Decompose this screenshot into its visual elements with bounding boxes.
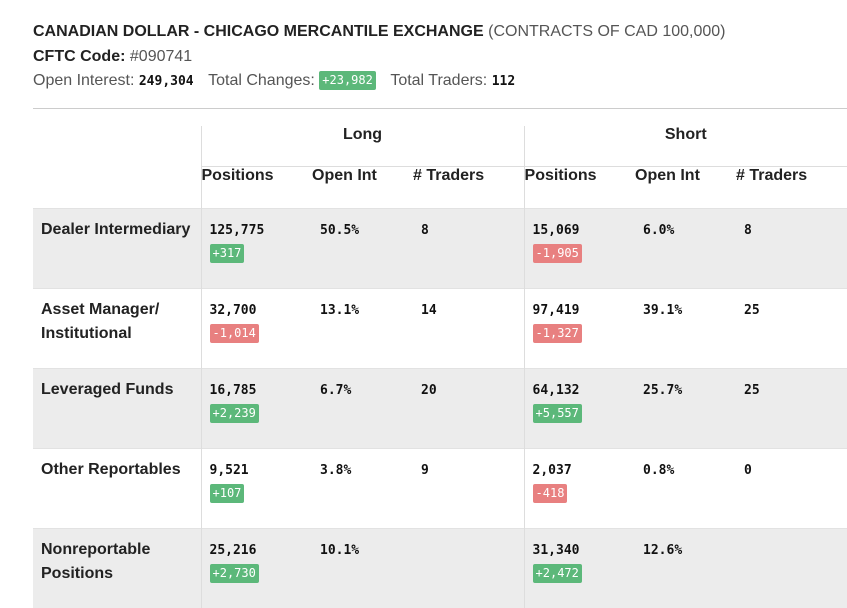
summary-stats: Open Interest: 249,304 Total Changes: +2… xyxy=(33,70,515,93)
long-traders: 20 xyxy=(413,369,524,449)
long-open-int: 3.8% xyxy=(312,449,413,529)
short-open-int: 12.6% xyxy=(635,529,736,608)
long-positions: 25,216 xyxy=(210,543,313,558)
short-traders xyxy=(736,529,847,608)
short-positions-cell: 15,069 -1,905 xyxy=(524,209,635,289)
long-change-badge: +2,730 xyxy=(210,564,259,583)
long-positions: 9,521 xyxy=(210,463,313,478)
long-positions: 125,775 xyxy=(210,223,313,238)
short-positions: 97,419 xyxy=(533,303,636,318)
short-open-int: 25.7% xyxy=(635,369,736,449)
short-traders: 8 xyxy=(736,209,847,289)
cftc-code-line: CFTC Code: #090741 xyxy=(33,47,192,67)
long-change-badge: -1,014 xyxy=(210,324,259,343)
corner-cell xyxy=(33,126,201,167)
short-positions: 2,037 xyxy=(533,463,636,478)
short-open-int-header: Open Int xyxy=(635,167,736,209)
table-row: Asset Manager/ Institutional 32,700 -1,0… xyxy=(33,289,847,369)
long-positions: 16,785 xyxy=(210,383,313,398)
long-positions-cell: 25,216 +2,730 xyxy=(201,529,312,608)
short-group-header: Short xyxy=(524,126,847,167)
long-positions-cell: 125,775 +317 xyxy=(201,209,312,289)
long-traders-header: # Traders xyxy=(413,167,524,209)
short-positions-cell: 64,132 +5,557 xyxy=(524,369,635,449)
long-positions-cell: 16,785 +2,239 xyxy=(201,369,312,449)
short-change-badge: +5,557 xyxy=(533,404,582,423)
row-label: Nonreportable Positions xyxy=(33,529,201,608)
short-traders: 25 xyxy=(736,289,847,369)
short-positions: 15,069 xyxy=(533,223,636,238)
table-row: Other Reportables 9,521 +107 3.8% 9 2,03… xyxy=(33,449,847,529)
column-header-row: Positions Open Int # Traders Positions O… xyxy=(33,167,847,209)
short-positions-header: Positions xyxy=(524,167,635,209)
short-change-badge: -1,327 xyxy=(533,324,582,343)
short-open-int: 0.8% xyxy=(635,449,736,529)
total-traders-label: Total Traders: xyxy=(390,72,487,89)
short-traders-header: # Traders xyxy=(736,167,847,209)
short-positions-cell: 2,037 -418 xyxy=(524,449,635,529)
long-change-badge: +107 xyxy=(210,484,245,503)
total-changes-badge: +23,982 xyxy=(319,71,376,90)
long-change-badge: +317 xyxy=(210,244,245,263)
short-positions: 31,340 xyxy=(533,543,636,558)
short-change-badge: -1,905 xyxy=(533,244,582,263)
long-open-int: 10.1% xyxy=(312,529,413,608)
long-traders: 9 xyxy=(413,449,524,529)
row-label: Dealer Intermediary xyxy=(33,209,201,289)
long-traders: 14 xyxy=(413,289,524,369)
short-open-int: 39.1% xyxy=(635,289,736,369)
row-label: Asset Manager/ Institutional xyxy=(33,289,201,369)
short-change-badge: +2,472 xyxy=(533,564,582,583)
long-positions-cell: 9,521 +107 xyxy=(201,449,312,529)
open-interest-label: Open Interest: xyxy=(33,72,134,89)
long-change-badge: +2,239 xyxy=(210,404,259,423)
row-label-header xyxy=(33,167,201,209)
report-subtitle: (CONTRACTS OF CAD 100,000) xyxy=(488,23,725,40)
short-traders: 25 xyxy=(736,369,847,449)
table-row: Dealer Intermediary 125,775 +317 50.5% 8… xyxy=(33,209,847,289)
report-title: CANADIAN DOLLAR - CHICAGO MERCANTILE EXC… xyxy=(33,23,484,40)
long-positions: 32,700 xyxy=(210,303,313,318)
cftc-code-label: CFTC Code: xyxy=(33,48,125,65)
long-open-int-header: Open Int xyxy=(312,167,413,209)
group-header-row: Long Short xyxy=(33,126,847,167)
row-label: Other Reportables xyxy=(33,449,201,529)
row-label: Leveraged Funds xyxy=(33,369,201,449)
long-positions-header: Positions xyxy=(201,167,312,209)
long-open-int: 50.5% xyxy=(312,209,413,289)
report-title-line: CANADIAN DOLLAR - CHICAGO MERCANTILE EXC… xyxy=(33,22,726,42)
table-row: Nonreportable Positions 25,216 +2,730 10… xyxy=(33,529,847,608)
positions-table: Long Short Positions Open Int # Traders … xyxy=(33,126,847,608)
total-changes-label: Total Changes: xyxy=(208,72,315,89)
cftc-code-value: #090741 xyxy=(130,48,192,65)
long-traders xyxy=(413,529,524,608)
short-positions-cell: 97,419 -1,327 xyxy=(524,289,635,369)
header-divider xyxy=(33,108,847,109)
long-positions-cell: 32,700 -1,014 xyxy=(201,289,312,369)
open-interest-value: 249,304 xyxy=(139,74,194,89)
long-open-int: 6.7% xyxy=(312,369,413,449)
short-open-int: 6.0% xyxy=(635,209,736,289)
total-traders-value: 112 xyxy=(492,74,515,89)
long-traders: 8 xyxy=(413,209,524,289)
long-open-int: 13.1% xyxy=(312,289,413,369)
short-change-badge: -418 xyxy=(533,484,568,503)
table-row: Leveraged Funds 16,785 +2,239 6.7% 20 64… xyxy=(33,369,847,449)
short-positions: 64,132 xyxy=(533,383,636,398)
short-traders: 0 xyxy=(736,449,847,529)
short-positions-cell: 31,340 +2,472 xyxy=(524,529,635,608)
long-group-header: Long xyxy=(201,126,524,167)
